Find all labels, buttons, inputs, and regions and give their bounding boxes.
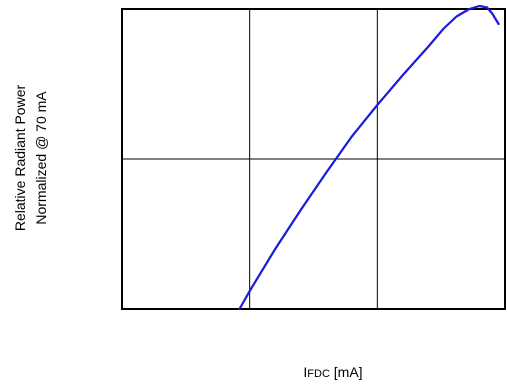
y-axis-label-line-1: Relative Radiant Power xyxy=(12,85,28,232)
series-line xyxy=(238,4,500,311)
plot-area-frame xyxy=(121,8,506,310)
x-axis-label: IFDC [mA] xyxy=(303,364,362,380)
grid-lines xyxy=(122,9,505,309)
x-axis-label-subscript: FDC xyxy=(307,368,330,380)
x-axis-label-unit: [mA] xyxy=(330,364,363,380)
y-axis-label-line-2: Normalized @ 70 mA xyxy=(33,91,49,225)
x-axis-label-main: I xyxy=(303,364,307,380)
